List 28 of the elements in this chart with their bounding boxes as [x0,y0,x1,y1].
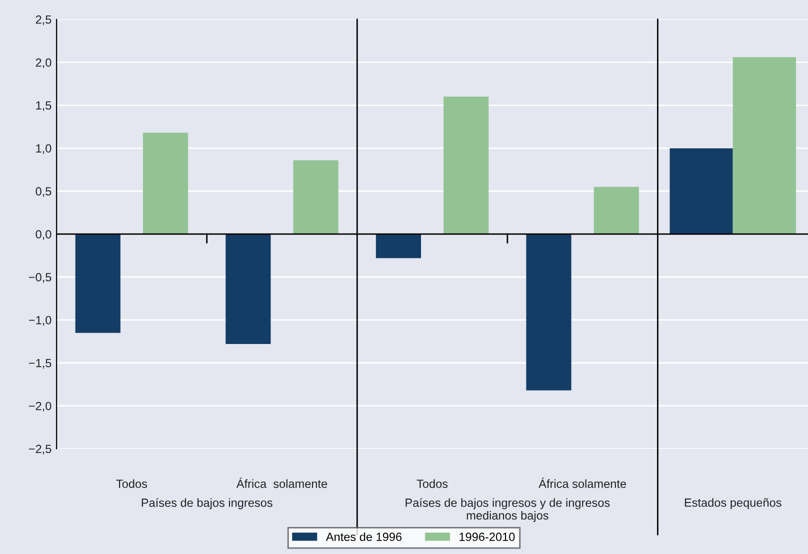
bar [594,186,639,234]
y-tick-label: −0,5 [28,273,52,283]
bar [293,160,338,234]
text: Países de bajos ingresos [142,498,272,510]
y-tick-label: −1,0 [28,316,52,326]
y-tick-label: −2,0 [28,402,52,412]
text: Estados pequeños [684,498,782,510]
bar [376,234,422,258]
text: Países de bajos ingresos y de ingresos medianos bajos [406,498,610,522]
bar [444,96,489,234]
legend-label: Antes de 1996 [326,532,402,542]
y-tick-label: 1,0 [36,144,52,154]
y-tick-label: 1,5 [36,101,52,112]
legend-label: 1996-2010 [460,532,515,542]
bar [75,234,120,333]
y-tick-label: −1,5 [28,359,52,369]
y-tick-label: 0,0 [36,230,52,240]
y-tick-label: 2,5 [36,15,52,26]
x-tick-label: Todos [116,479,148,488]
y-tick-label: 2,0 [36,58,52,68]
y-tick-label: −2,5 [28,444,52,455]
x-tick-label: África solamente [538,478,626,488]
bar [142,132,188,234]
x-tick-label: Todos [416,479,448,488]
x-tick-label: África solamente [236,478,328,488]
y-tick-label: 0,5 [36,187,52,197]
bar [526,234,572,390]
bar [226,234,271,344]
